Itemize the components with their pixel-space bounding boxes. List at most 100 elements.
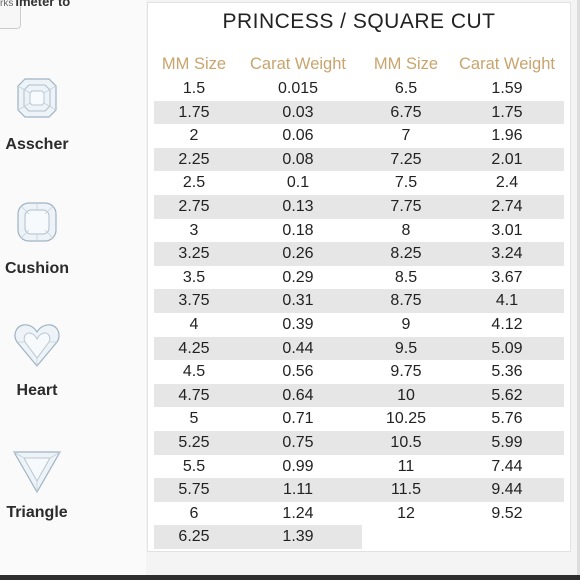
- table-row: 3.5 0.29 8.5 3.67: [154, 266, 564, 290]
- shape-cushion[interactable]: Cushion: [0, 200, 74, 278]
- table-cell: 3: [189, 221, 199, 239]
- row-shade-left: [154, 430, 362, 455]
- table-row: 3.25 0.26 8.25 3.24: [154, 242, 564, 266]
- table-row: 3 0.18 8 3.01: [154, 219, 564, 243]
- table-cell: 3.67: [491, 268, 523, 286]
- header-mm-size-1: MM Size: [161, 55, 227, 73]
- table-row: 1.75 0.03 6.75 1.75: [154, 100, 564, 125]
- row-shade-left: [154, 525, 362, 549]
- table-row: 4.5 0.56 9.75 5.36: [154, 360, 564, 384]
- cushion-diamond-icon: [17, 202, 57, 242]
- row-shade-left: [154, 194, 362, 219]
- table-cell: 0.71: [282, 410, 314, 428]
- table-cell: 3.24: [491, 245, 523, 263]
- shape-heart[interactable]: Heart: [0, 322, 74, 400]
- table-cell: 1.75: [491, 103, 523, 121]
- collapsed-tab[interactable]: [0, 0, 21, 29]
- table-cell: 6.5: [394, 80, 418, 97]
- table-cell: 4.5: [182, 363, 206, 381]
- table-cell: 5.75: [178, 481, 210, 499]
- table-cell: 0.1: [286, 174, 310, 192]
- table-cell: 12: [397, 504, 415, 522]
- table-cell: 3.01: [491, 221, 523, 239]
- table-cell: 5.5: [182, 457, 206, 475]
- table-cell: 0.03: [282, 103, 314, 121]
- table-cell: 0.31: [282, 292, 314, 310]
- table-cell: 0.13: [282, 197, 314, 215]
- shape-sidebar: rks imeter to Asscher Cushion: [0, 0, 146, 575]
- table-cell: 1.5: [182, 80, 206, 97]
- row-shade-right: [362, 289, 564, 313]
- table-row: 2.25 0.08 7.25 2.01: [154, 147, 564, 172]
- table-cell: 0.44: [282, 339, 314, 357]
- table-cell: 0.64: [282, 386, 314, 404]
- table-row: 2.5 0.1 7.5 2.4: [154, 171, 564, 195]
- table-cell: 0.015: [277, 80, 319, 97]
- table-cell: 5.76: [491, 410, 523, 428]
- table-row: 6.25 1.39: [154, 525, 564, 549]
- asscher-diamond-icon: [17, 78, 57, 118]
- shape-triangle[interactable]: Triangle: [0, 448, 74, 522]
- shape-label: Asscher: [5, 136, 69, 153]
- shape-label: Triangle: [6, 504, 68, 521]
- row-shade-right: [362, 383, 564, 408]
- table-cell: 11.5: [391, 481, 421, 499]
- table-row: 5.75 1.11 11.5 9.44: [154, 478, 564, 502]
- table-cell: 6.75: [390, 103, 422, 121]
- table-cell: 8: [401, 221, 411, 239]
- shape-label: Cushion: [5, 260, 69, 277]
- row-shade-right: [362, 194, 564, 219]
- table-cell: [450, 525, 564, 549]
- table-cell: 11: [397, 457, 415, 475]
- table-cell: 2.5: [182, 174, 206, 192]
- table-cell: 10.25: [385, 410, 427, 428]
- table-row: 5 0.71 10.25 5.76: [154, 407, 564, 431]
- table-cell: 7.25: [390, 150, 422, 168]
- table-row: 4.75 0.64 10 5.62: [154, 383, 564, 408]
- table-cell: 3.75: [178, 292, 210, 310]
- table-cell: 2.74: [491, 197, 523, 215]
- cut-off-heading: rks imeter to: [0, 0, 71, 9]
- table-cell: 6: [189, 504, 199, 522]
- table-cell: 8.5: [394, 268, 418, 286]
- heart-diamond-icon: [14, 324, 60, 367]
- table-cell: 4: [189, 315, 199, 333]
- table-cell: 8.25: [390, 245, 422, 263]
- table-cell: 2: [189, 127, 199, 145]
- header-carat-weight-2: Carat Weight: [459, 55, 555, 73]
- row-shade-left: [154, 383, 362, 408]
- table-cell: 1.11: [283, 481, 313, 499]
- size-table-body: 1.5 0.015 6.5 1.59 1.75 0.03 6.75 1.75 2 0.06 7 1.9…: [154, 77, 564, 549]
- table-cell: 0.26: [282, 245, 314, 263]
- table-cell: 5: [189, 410, 199, 428]
- table-cell: 7.44: [491, 457, 523, 475]
- table-cell: 0.39: [282, 315, 314, 333]
- table-cell: 0.29: [282, 268, 314, 286]
- row-shade-right: [362, 100, 564, 125]
- table-cell: 10.5: [390, 433, 422, 451]
- row-shade-left: [154, 289, 362, 313]
- table-cell: 1.59: [491, 80, 523, 97]
- table-cell: 10: [397, 386, 415, 404]
- row-shade-right: [362, 478, 564, 502]
- table-cell: 1.24: [282, 504, 314, 522]
- chart-title: PRINCESS / SQUARE CUT: [222, 10, 496, 33]
- table-row: 1.5 0.015 6.5 1.59: [154, 77, 564, 101]
- table-cell: 6.25: [178, 528, 210, 546]
- table-cell: 3.5: [182, 268, 206, 286]
- row-shade-right: [362, 336, 564, 361]
- table-cell: 7.5: [394, 174, 418, 192]
- table-cell: 5.25: [178, 433, 210, 451]
- table-cell: 0.06: [282, 127, 314, 145]
- table-cell: 5.62: [491, 386, 523, 404]
- bottom-bar: [0, 575, 580, 580]
- table-cell: 0.99: [282, 457, 314, 475]
- shape-asscher[interactable]: Asscher: [0, 76, 74, 154]
- table-cell: 4.1: [495, 292, 519, 310]
- table-row: 2.75 0.13 7.75 2.74: [154, 194, 564, 219]
- table-cell: 4.25: [178, 339, 210, 357]
- table-cell: 1.75: [178, 103, 210, 121]
- scrollbar[interactable]: [577, 0, 580, 575]
- row-shade-left: [154, 100, 362, 125]
- row-shade-left: [154, 147, 362, 172]
